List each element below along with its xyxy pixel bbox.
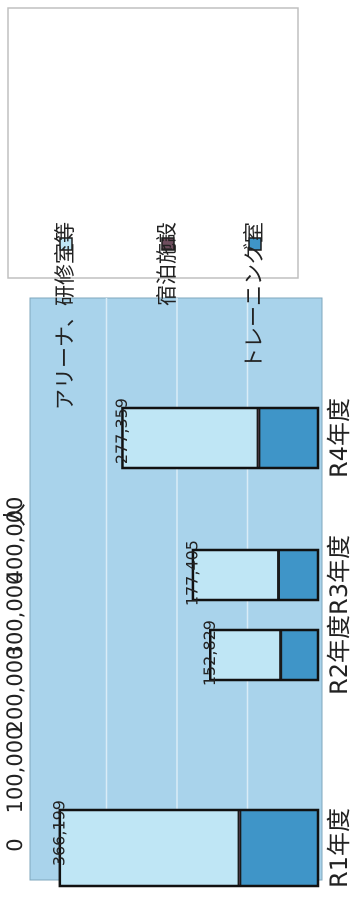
legend: アリーナ、研修室等 宿泊施設 トレーニング室: [7, 7, 299, 410]
category-label: R2年度: [325, 615, 353, 695]
data-label: 277,359: [112, 398, 131, 464]
bar-segment: [192, 549, 279, 601]
bar-segment: [121, 407, 259, 469]
category-label: R1年度: [325, 808, 353, 888]
category-label: R4年度: [325, 398, 353, 478]
legend-label: アリーナ、研修室等: [53, 222, 77, 410]
y-unit-label: 人: [1, 503, 29, 527]
bar-segment: [278, 549, 319, 601]
y-tick-label: 0: [3, 838, 27, 851]
legend-swatch: [161, 237, 175, 251]
y-tick-label: 300,000: [3, 572, 27, 659]
y-tick-label: 100,000: [3, 727, 27, 814]
bar-segment: [280, 629, 319, 681]
bar-segment: [258, 407, 319, 469]
legend-swatch: [248, 237, 262, 251]
bar-segment: [209, 629, 281, 681]
bar-outline: [191, 548, 320, 602]
data-label: 177,405: [182, 540, 201, 606]
bar-segment: [59, 809, 240, 887]
y-tick-label: 200,000: [3, 647, 27, 734]
data-label: 152,829: [200, 620, 219, 686]
legend-swatch: [59, 237, 73, 251]
data-label: 366,199: [49, 800, 68, 866]
bars: 366,199 152,829 177,405 277,359: [49, 398, 320, 888]
bar-outline: [121, 406, 320, 470]
category-label: R3年度: [325, 535, 353, 615]
bar-segment: [239, 809, 319, 887]
legend-box: [7, 7, 299, 279]
y-tick-label: 400,000: [3, 497, 27, 584]
legend-label: 宿泊施設: [155, 222, 179, 306]
bar-outline: [209, 628, 320, 682]
legend-label: トレーニング室: [242, 222, 266, 369]
bar-outline: [58, 808, 320, 888]
